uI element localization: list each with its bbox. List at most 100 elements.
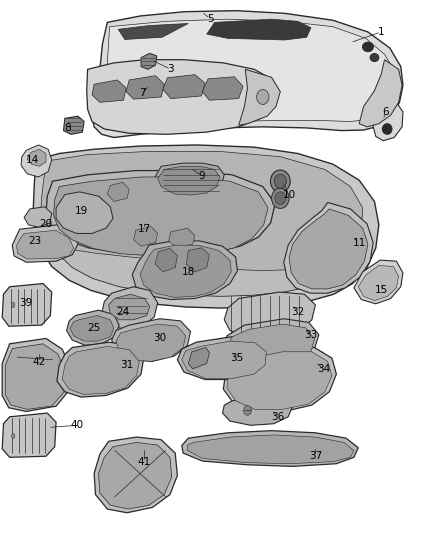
- Text: 6: 6: [382, 107, 389, 117]
- Polygon shape: [116, 324, 186, 361]
- Ellipse shape: [382, 124, 392, 134]
- Polygon shape: [126, 76, 164, 99]
- Text: 11: 11: [353, 238, 366, 247]
- Ellipse shape: [362, 42, 373, 52]
- Ellipse shape: [274, 174, 286, 188]
- Polygon shape: [56, 192, 113, 233]
- Polygon shape: [46, 171, 275, 255]
- Polygon shape: [359, 60, 402, 127]
- Polygon shape: [40, 151, 363, 271]
- Polygon shape: [207, 19, 311, 40]
- Polygon shape: [102, 19, 395, 129]
- Polygon shape: [182, 431, 358, 466]
- Polygon shape: [2, 284, 52, 326]
- Text: 10: 10: [283, 190, 296, 199]
- Text: 3: 3: [167, 64, 174, 74]
- Polygon shape: [187, 435, 354, 464]
- Text: 9: 9: [198, 171, 205, 181]
- Polygon shape: [163, 75, 205, 99]
- Polygon shape: [182, 341, 266, 378]
- Ellipse shape: [244, 406, 251, 415]
- Polygon shape: [284, 203, 373, 293]
- Polygon shape: [92, 11, 403, 138]
- Text: 19: 19: [74, 206, 88, 215]
- Polygon shape: [17, 230, 74, 259]
- Text: 40: 40: [70, 421, 83, 430]
- Polygon shape: [118, 23, 188, 39]
- Polygon shape: [354, 260, 403, 304]
- Polygon shape: [62, 346, 139, 394]
- Polygon shape: [12, 225, 78, 262]
- Polygon shape: [155, 248, 177, 272]
- Polygon shape: [27, 149, 46, 166]
- Polygon shape: [102, 287, 158, 329]
- Text: 23: 23: [28, 236, 42, 246]
- Text: 32: 32: [291, 307, 304, 317]
- Polygon shape: [169, 228, 195, 248]
- Polygon shape: [87, 60, 278, 134]
- Text: 33: 33: [304, 330, 318, 340]
- Polygon shape: [24, 207, 52, 227]
- Polygon shape: [67, 310, 119, 345]
- Text: 7: 7: [139, 88, 146, 98]
- Polygon shape: [239, 69, 280, 125]
- Polygon shape: [188, 348, 209, 369]
- Text: 1: 1: [378, 27, 385, 37]
- Ellipse shape: [257, 90, 269, 104]
- Text: 5: 5: [207, 14, 214, 23]
- Text: 8: 8: [64, 123, 71, 133]
- Polygon shape: [2, 338, 71, 411]
- Polygon shape: [109, 294, 150, 320]
- Text: 20: 20: [39, 219, 53, 229]
- Ellipse shape: [272, 188, 289, 208]
- Polygon shape: [177, 337, 271, 379]
- Text: 36: 36: [272, 412, 285, 422]
- Polygon shape: [158, 166, 220, 195]
- Ellipse shape: [11, 433, 15, 439]
- Polygon shape: [33, 145, 379, 308]
- Polygon shape: [224, 292, 315, 337]
- Text: 37: 37: [309, 451, 322, 461]
- Polygon shape: [92, 80, 126, 102]
- Polygon shape: [373, 102, 403, 141]
- Polygon shape: [358, 265, 399, 301]
- Text: 39: 39: [20, 298, 33, 308]
- Ellipse shape: [370, 53, 379, 62]
- Polygon shape: [99, 442, 172, 509]
- Polygon shape: [228, 324, 314, 365]
- Polygon shape: [53, 177, 268, 256]
- Text: 25: 25: [88, 323, 101, 333]
- Ellipse shape: [270, 170, 290, 192]
- Text: 35: 35: [230, 353, 243, 363]
- Polygon shape: [57, 342, 144, 397]
- Polygon shape: [227, 352, 332, 409]
- Polygon shape: [186, 248, 209, 272]
- Polygon shape: [154, 163, 224, 196]
- Text: 30: 30: [153, 334, 166, 343]
- Polygon shape: [140, 245, 231, 297]
- Polygon shape: [107, 182, 129, 201]
- Polygon shape: [223, 395, 293, 425]
- Text: 42: 42: [33, 358, 46, 367]
- Polygon shape: [64, 116, 84, 134]
- Polygon shape: [202, 77, 243, 100]
- Polygon shape: [289, 209, 368, 289]
- Text: 17: 17: [138, 224, 151, 234]
- Polygon shape: [44, 155, 361, 296]
- Polygon shape: [94, 437, 177, 513]
- Polygon shape: [2, 413, 56, 457]
- Polygon shape: [141, 53, 157, 69]
- Text: 15: 15: [374, 286, 388, 295]
- Text: 31: 31: [120, 360, 134, 370]
- Text: 24: 24: [116, 307, 129, 317]
- Polygon shape: [132, 241, 237, 300]
- Text: 41: 41: [138, 457, 151, 467]
- Polygon shape: [5, 344, 66, 409]
- Polygon shape: [112, 319, 191, 361]
- Text: 18: 18: [182, 267, 195, 277]
- Polygon shape: [70, 316, 114, 341]
- Ellipse shape: [275, 192, 286, 205]
- Ellipse shape: [11, 302, 15, 308]
- Text: 14: 14: [26, 155, 39, 165]
- Polygon shape: [223, 348, 336, 411]
